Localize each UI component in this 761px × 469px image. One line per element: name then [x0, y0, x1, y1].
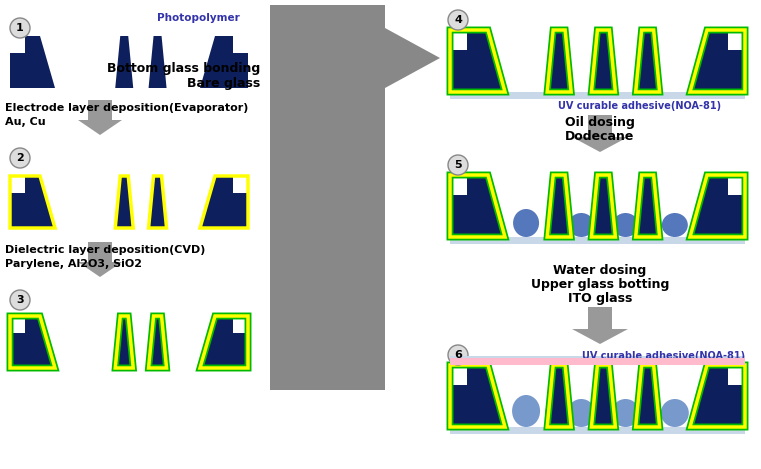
Polygon shape	[78, 100, 122, 135]
Polygon shape	[200, 176, 248, 228]
Text: Photopolymer: Photopolymer	[157, 13, 240, 23]
Polygon shape	[450, 365, 505, 427]
Polygon shape	[10, 316, 25, 333]
Polygon shape	[10, 176, 55, 228]
Polygon shape	[572, 307, 628, 344]
Text: Water dosing: Water dosing	[553, 264, 647, 277]
Text: Dielectric layer deposition(CVD): Dielectric layer deposition(CVD)	[5, 245, 205, 255]
Polygon shape	[450, 365, 467, 385]
Polygon shape	[233, 316, 248, 333]
Ellipse shape	[590, 399, 617, 427]
Bar	[450, 237, 745, 244]
Text: Bare glass: Bare glass	[186, 76, 260, 90]
Polygon shape	[450, 30, 505, 92]
Circle shape	[10, 148, 30, 168]
Polygon shape	[200, 36, 248, 88]
Polygon shape	[115, 316, 133, 368]
Ellipse shape	[662, 213, 688, 237]
Polygon shape	[728, 175, 745, 195]
Circle shape	[448, 155, 468, 175]
Polygon shape	[10, 316, 55, 368]
Text: 3: 3	[16, 295, 24, 305]
Polygon shape	[10, 36, 25, 53]
Ellipse shape	[613, 213, 638, 237]
Text: 5: 5	[454, 160, 462, 170]
Bar	[450, 427, 745, 434]
Polygon shape	[572, 115, 628, 152]
Text: Parylene, Al2O3, SiO2: Parylene, Al2O3, SiO2	[5, 259, 142, 269]
Text: 2: 2	[16, 153, 24, 163]
Ellipse shape	[661, 399, 689, 427]
Polygon shape	[591, 365, 616, 427]
Bar	[450, 92, 745, 99]
Polygon shape	[635, 175, 660, 237]
Ellipse shape	[568, 213, 594, 237]
Polygon shape	[148, 36, 167, 88]
Polygon shape	[10, 176, 25, 193]
Polygon shape	[547, 365, 572, 427]
Ellipse shape	[513, 209, 539, 237]
Polygon shape	[115, 176, 133, 228]
Polygon shape	[115, 36, 133, 88]
Text: 1: 1	[16, 23, 24, 33]
Text: Dodecane: Dodecane	[565, 129, 635, 143]
Ellipse shape	[545, 399, 573, 427]
Polygon shape	[728, 365, 745, 385]
Text: Upper glass botting: Upper glass botting	[531, 278, 669, 290]
Text: UV curable adhesive(NOA-81): UV curable adhesive(NOA-81)	[582, 351, 745, 361]
Text: 4: 4	[454, 15, 462, 25]
Polygon shape	[591, 30, 616, 92]
Polygon shape	[547, 30, 572, 92]
Circle shape	[10, 290, 30, 310]
Text: Electrode layer deposition(Evaporator): Electrode layer deposition(Evaporator)	[5, 103, 248, 113]
Polygon shape	[10, 36, 55, 88]
Polygon shape	[728, 30, 745, 50]
Polygon shape	[591, 175, 616, 237]
Text: UV curable adhesive(NOA-81): UV curable adhesive(NOA-81)	[559, 101, 721, 111]
Polygon shape	[450, 175, 467, 195]
Circle shape	[448, 345, 468, 365]
Polygon shape	[547, 175, 572, 237]
Text: Bottom glass bonding: Bottom glass bonding	[107, 61, 260, 75]
Ellipse shape	[635, 215, 661, 237]
Polygon shape	[690, 30, 745, 92]
Text: Oil dosing: Oil dosing	[565, 115, 635, 129]
Text: Au, Cu: Au, Cu	[5, 117, 46, 127]
Ellipse shape	[634, 399, 661, 427]
Ellipse shape	[567, 399, 595, 427]
Polygon shape	[450, 30, 467, 50]
Polygon shape	[270, 5, 385, 390]
Polygon shape	[690, 365, 745, 427]
Text: 6: 6	[454, 350, 462, 360]
Polygon shape	[385, 28, 440, 88]
Ellipse shape	[512, 395, 540, 427]
Circle shape	[448, 10, 468, 30]
Polygon shape	[635, 365, 660, 427]
Ellipse shape	[612, 399, 639, 427]
Polygon shape	[200, 316, 248, 368]
Polygon shape	[690, 175, 745, 237]
Polygon shape	[148, 176, 167, 228]
Ellipse shape	[591, 215, 616, 237]
Text: ITO glass: ITO glass	[568, 292, 632, 304]
Polygon shape	[233, 36, 248, 53]
Bar	[450, 356, 745, 359]
Polygon shape	[148, 316, 167, 368]
Ellipse shape	[546, 215, 572, 237]
Polygon shape	[78, 242, 122, 277]
Bar	[450, 358, 745, 365]
Polygon shape	[635, 30, 660, 92]
Polygon shape	[233, 176, 248, 193]
Circle shape	[10, 18, 30, 38]
Polygon shape	[450, 175, 505, 237]
